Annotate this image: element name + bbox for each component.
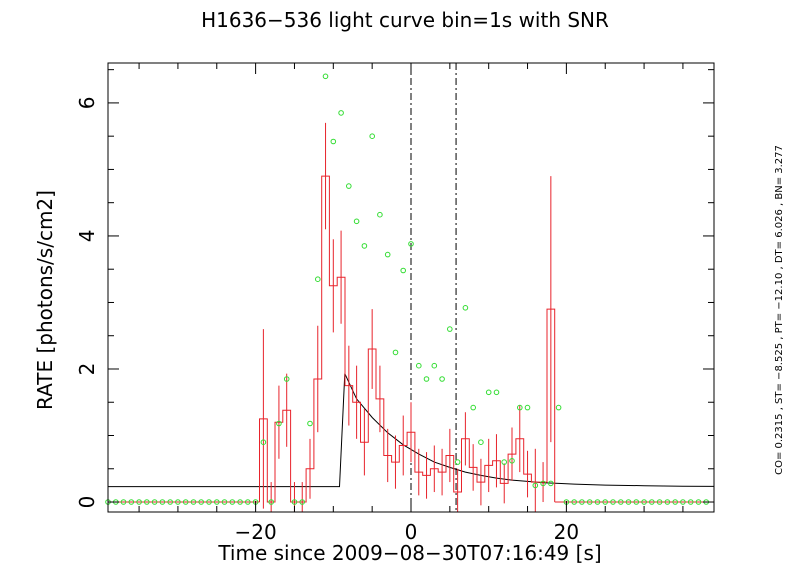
- y-tick-label: 2: [75, 363, 99, 376]
- snr-point: [214, 499, 220, 505]
- snr-point: [377, 211, 383, 218]
- snr-point: [369, 133, 376, 139]
- y-tick-label: 0: [75, 496, 99, 509]
- snr-point: [602, 499, 609, 505]
- snr-point: [276, 420, 282, 427]
- snr-point: [128, 499, 135, 505]
- snr-point: [136, 499, 142, 505]
- snr-point: [392, 349, 399, 356]
- snr-point: [182, 499, 189, 505]
- snr-point: [283, 376, 290, 382]
- snr-point: [346, 183, 352, 189]
- snr-point: [353, 218, 360, 225]
- snr-point: [299, 499, 306, 505]
- snr-point: [625, 499, 632, 505]
- snr-point: [633, 499, 640, 505]
- x-tick-label: −20: [235, 520, 277, 544]
- snr-point: [159, 499, 166, 505]
- snr-point: [431, 362, 438, 369]
- snr-point: [555, 404, 562, 411]
- rate-histogram: [259, 175, 556, 503]
- snr-point: [493, 389, 500, 396]
- snr-point: [120, 499, 127, 505]
- snr-point: [439, 376, 445, 382]
- snr-point: [291, 499, 298, 505]
- snr-point: [462, 305, 469, 311]
- snr-point: [416, 362, 422, 369]
- snr-point: [400, 267, 407, 274]
- marker-lines: [410, 63, 457, 512]
- snr-point: [517, 404, 523, 411]
- snr-points-layer: [105, 73, 710, 505]
- snr-point: [144, 499, 150, 505]
- snr-point: [594, 499, 601, 505]
- axes: [107, 62, 715, 513]
- snr-point: [384, 251, 391, 258]
- snr-point: [167, 499, 173, 505]
- snr-point: [501, 459, 508, 465]
- snr-point: [540, 480, 546, 487]
- snr-point: [485, 389, 492, 396]
- snr-point: [237, 499, 243, 505]
- y-tick-label: 4: [75, 230, 99, 243]
- snr-point: [672, 499, 679, 505]
- snr-point: [322, 73, 329, 80]
- fit-parameters: CO= 0.2315 , ST= −8.525 , PT= −12.10 , D…: [774, 145, 785, 475]
- snr-point: [454, 459, 461, 465]
- snr-point: [268, 499, 275, 505]
- snr-point: [423, 376, 430, 382]
- snr-point: [361, 243, 368, 249]
- snr-point: [190, 499, 197, 505]
- x-axis-label: Time since 2009−08−30T07:16:49 [s]: [217, 541, 601, 565]
- snr-point: [579, 499, 585, 505]
- snr-point: [470, 404, 477, 411]
- snr-point: [338, 110, 344, 116]
- snr-point: [586, 499, 593, 505]
- snr-point: [524, 404, 531, 411]
- snr-point: [206, 499, 212, 505]
- snr-point: [532, 482, 539, 489]
- snr-point: [478, 439, 484, 446]
- snr-point: [695, 499, 702, 505]
- snr-point: [245, 499, 251, 505]
- snr-point: [198, 499, 204, 505]
- snr-point: [509, 458, 515, 464]
- snr-point: [548, 480, 554, 487]
- snr-point: [656, 499, 663, 505]
- snr-point: [680, 499, 686, 505]
- snr-point: [649, 499, 655, 505]
- snr-point: [175, 499, 181, 505]
- snr-point: [229, 499, 236, 505]
- snr-point: [687, 499, 694, 505]
- y-axis-label: RATE [photons/s/cm2]: [33, 190, 57, 410]
- snr-point: [618, 499, 624, 505]
- x-tick-label: 0: [405, 520, 418, 544]
- chart-title: H1636−536 light curve bin=1s with SNR: [201, 8, 609, 32]
- snr-point: [221, 499, 228, 505]
- snr-point: [408, 241, 414, 247]
- snr-point: [307, 420, 313, 427]
- snr-point: [260, 439, 267, 446]
- snr-point: [330, 138, 337, 145]
- snr-point: [447, 326, 453, 332]
- snr-point: [610, 499, 616, 505]
- snr-point: [151, 499, 158, 505]
- x-tick-label: 20: [554, 520, 579, 544]
- snr-point: [571, 499, 578, 505]
- tick-labels: −20 0 20 0 2 4 6: [75, 97, 579, 544]
- snr-point: [641, 499, 647, 505]
- y-tick-label: 6: [75, 97, 99, 110]
- snr-point: [315, 276, 321, 283]
- snr-point: [664, 499, 671, 505]
